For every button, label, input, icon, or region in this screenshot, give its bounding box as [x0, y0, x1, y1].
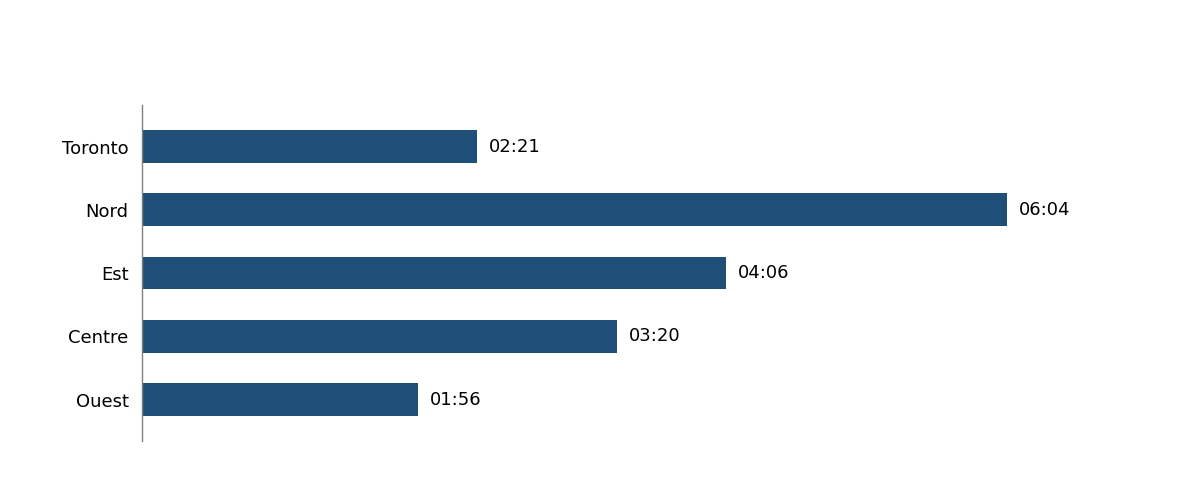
Text: 01:56: 01:56 [430, 390, 481, 409]
Text: 03:20: 03:20 [629, 327, 680, 345]
Bar [142, 130, 477, 163]
Text: 04:06: 04:06 [738, 264, 789, 282]
Bar [142, 383, 418, 416]
Text: 06:04: 06:04 [1018, 201, 1069, 219]
Bar [142, 194, 1007, 226]
Text: 02:21: 02:21 [489, 137, 541, 156]
Bar [142, 320, 617, 353]
Bar [142, 257, 726, 289]
